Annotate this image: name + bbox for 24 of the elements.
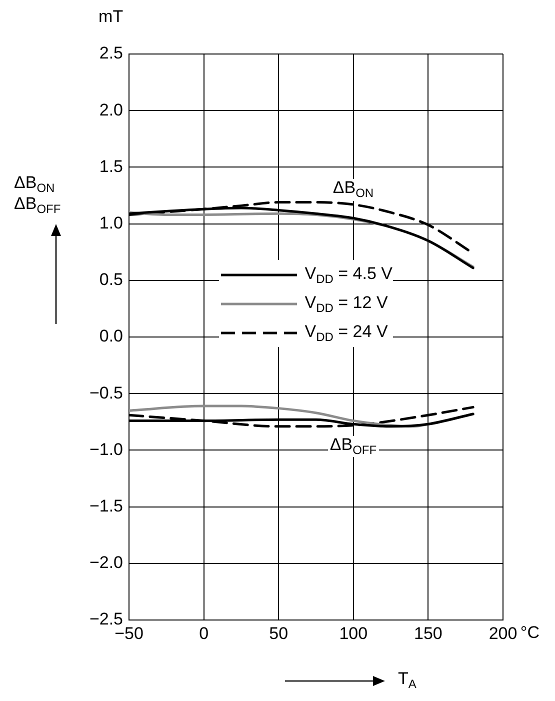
y-tick-label: −0.5 xyxy=(89,383,123,402)
y-tick-label: 0.0 xyxy=(99,326,123,346)
y-tick-label: −1.5 xyxy=(89,496,123,516)
y-tick-label: 1.5 xyxy=(99,156,123,176)
y-tick-label: 2.0 xyxy=(99,100,123,120)
annotation: ΔB$_{OFF}$ xyxy=(328,435,379,458)
y-tick-label: 1.0 xyxy=(99,213,123,232)
x-tick-label: 50 xyxy=(269,624,288,643)
y-tick-label: 2.5 xyxy=(99,44,123,63)
text: mT xyxy=(98,7,124,27)
x-tick-label: 150 xyxy=(414,624,442,643)
y-axis-title: ΔB$_{ON}$ ΔB$_{OFF}$ xyxy=(14,173,61,216)
text: °C xyxy=(520,623,540,643)
y-tick-label: −1.0 xyxy=(89,440,123,459)
x-axis-title: T$_{A}$ xyxy=(398,669,416,692)
legend-label: V$_{DD}$ = 12 V xyxy=(304,292,388,315)
x-tick-label: 0 xyxy=(199,624,209,643)
x-tick-label: 200 xyxy=(488,624,518,643)
annotation: ΔB$_{ON}$ xyxy=(330,178,376,201)
x-tick-label: 100 xyxy=(339,624,368,643)
legend-label: V$_{DD}$ = 4.5 V xyxy=(304,264,393,286)
y-tick-label: 0.5 xyxy=(99,270,123,290)
legend-label: V$_{DD}$ = 24 V xyxy=(304,322,388,344)
y-tick-label: −2.0 xyxy=(89,553,123,572)
